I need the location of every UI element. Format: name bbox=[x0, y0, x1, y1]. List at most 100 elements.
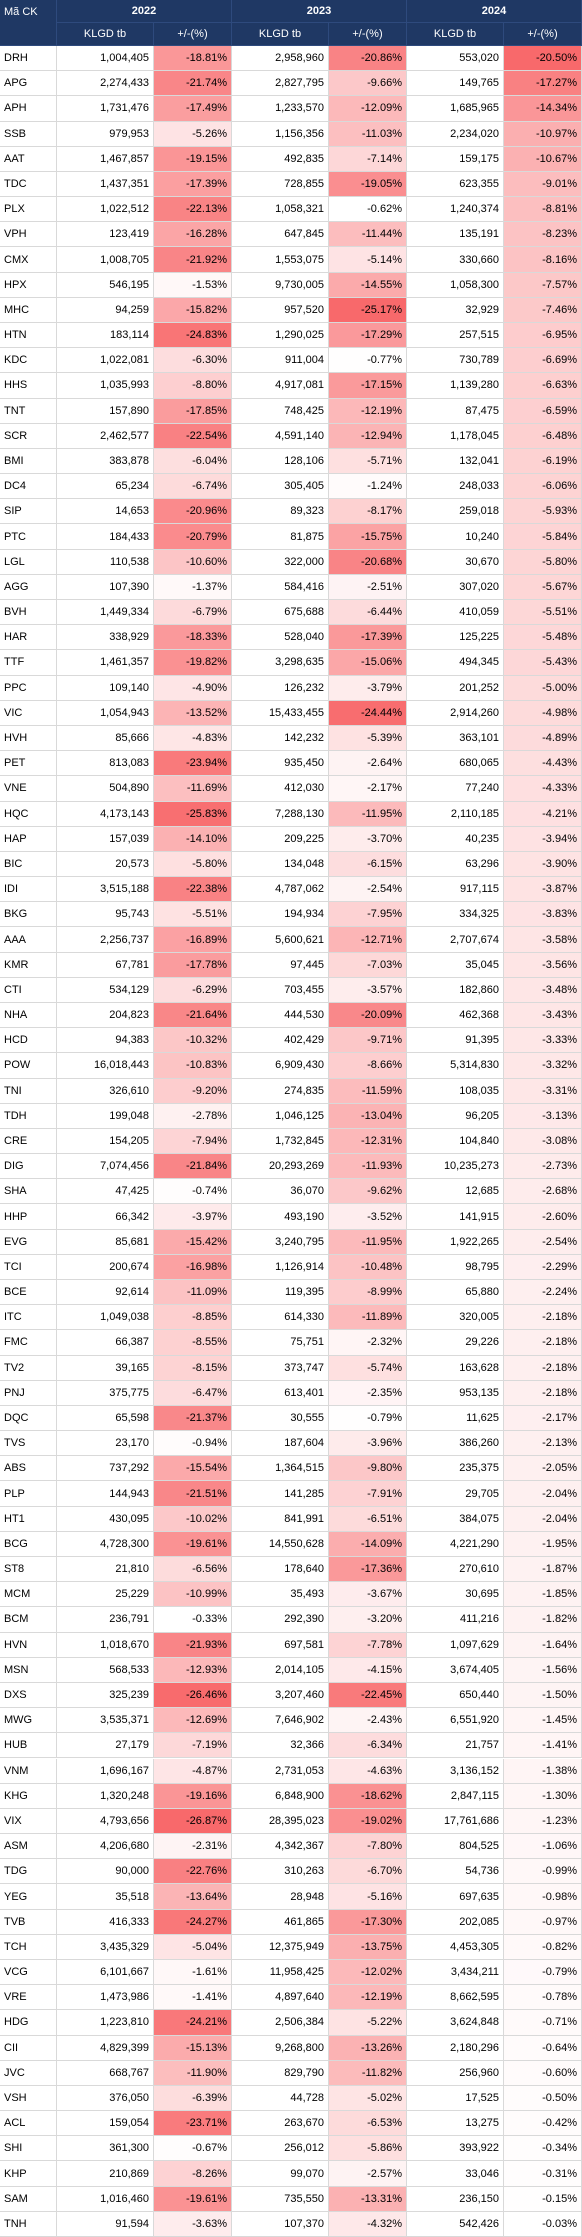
avg-volume: 14,550,628 bbox=[232, 1531, 329, 1558]
stock-code: TVB bbox=[0, 1909, 57, 1935]
avg-volume: 21,810 bbox=[57, 1557, 154, 1583]
avg-volume: 134,048 bbox=[232, 851, 329, 878]
avg-volume: 1,018,670 bbox=[57, 1632, 154, 1658]
stock-code: HT1 bbox=[0, 1506, 57, 1532]
avg-volume: 4,591,140 bbox=[232, 423, 329, 449]
change-pct: -17.30% bbox=[329, 1909, 407, 1935]
change-pct: -6.53% bbox=[329, 2111, 407, 2137]
stock-code: BMI bbox=[0, 448, 57, 475]
avg-volume: 54,736 bbox=[407, 1859, 504, 1885]
stock-code: TDG bbox=[0, 1859, 57, 1885]
avg-volume: 534,129 bbox=[57, 977, 154, 1003]
change-pct: -0.98% bbox=[504, 1884, 582, 1910]
avg-volume: 183,114 bbox=[57, 323, 154, 349]
avg-volume: 4,342,367 bbox=[232, 1834, 329, 1860]
header-year: 2024 bbox=[407, 0, 582, 23]
change-pct: -0.99% bbox=[504, 1859, 582, 1885]
change-pct: -1.82% bbox=[504, 1607, 582, 1633]
avg-volume: 201,252 bbox=[407, 675, 504, 701]
avg-volume: 979,953 bbox=[57, 121, 154, 147]
header-code: Mã CK bbox=[0, 0, 57, 46]
avg-volume: 813,083 bbox=[57, 751, 154, 777]
change-pct: -25.83% bbox=[154, 801, 232, 827]
change-pct: -2.04% bbox=[504, 1506, 582, 1532]
avg-volume: 528,040 bbox=[232, 625, 329, 651]
change-pct: -2.68% bbox=[504, 1179, 582, 1205]
stock-code: KHG bbox=[0, 1783, 57, 1809]
change-pct: -11.93% bbox=[329, 1154, 407, 1180]
stock-code: TDC bbox=[0, 171, 57, 198]
change-pct: -0.42% bbox=[504, 2111, 582, 2137]
avg-volume: 108,035 bbox=[407, 1078, 504, 1104]
avg-volume: 40,235 bbox=[407, 826, 504, 852]
header-year: 2022 bbox=[57, 0, 232, 23]
change-pct: -5.16% bbox=[329, 1884, 407, 1910]
change-pct: -1.41% bbox=[504, 1733, 582, 1759]
change-pct: -19.05% bbox=[329, 171, 407, 198]
avg-volume: 1,022,081 bbox=[57, 348, 154, 374]
change-pct: -7.14% bbox=[329, 146, 407, 172]
avg-volume: 65,234 bbox=[57, 474, 154, 500]
change-pct: -3.67% bbox=[329, 1582, 407, 1608]
change-pct: -17.15% bbox=[329, 373, 407, 399]
change-pct: -3.90% bbox=[504, 851, 582, 878]
change-pct: -6.63% bbox=[504, 373, 582, 399]
change-pct: -1.53% bbox=[154, 272, 232, 298]
change-pct: -2.57% bbox=[329, 2161, 407, 2187]
change-pct: -8.23% bbox=[504, 222, 582, 248]
change-pct: -1.30% bbox=[504, 1783, 582, 1809]
avg-volume: 4,206,680 bbox=[57, 1834, 154, 1860]
change-pct: -11.44% bbox=[329, 222, 407, 248]
avg-volume: 10,240 bbox=[407, 524, 504, 550]
stock-code: TVS bbox=[0, 1431, 57, 1457]
change-pct: -3.96% bbox=[329, 1431, 407, 1457]
header-volume: KLGD tb bbox=[232, 23, 329, 46]
avg-volume: 8,662,595 bbox=[407, 1985, 504, 2011]
change-pct: -9.01% bbox=[504, 171, 582, 198]
avg-volume: 542,426 bbox=[407, 2211, 504, 2237]
avg-volume: 123,419 bbox=[57, 222, 154, 248]
avg-volume: 361,300 bbox=[57, 2136, 154, 2162]
change-pct: -1.56% bbox=[504, 1657, 582, 1683]
avg-volume: 1,461,357 bbox=[57, 650, 154, 676]
avg-volume: 44,728 bbox=[232, 2085, 329, 2112]
avg-volume: 194,934 bbox=[232, 902, 329, 928]
change-pct: -7.78% bbox=[329, 1632, 407, 1658]
avg-volume: 29,705 bbox=[407, 1481, 504, 1507]
avg-volume: 675,688 bbox=[232, 600, 329, 626]
change-pct: -10.32% bbox=[154, 1028, 232, 1054]
change-pct: -3.87% bbox=[504, 877, 582, 903]
change-pct: -3.58% bbox=[504, 927, 582, 953]
change-pct: -6.44% bbox=[329, 600, 407, 626]
avg-volume: 1,696,167 bbox=[57, 1758, 154, 1784]
avg-volume: 2,274,433 bbox=[57, 71, 154, 97]
change-pct: -22.45% bbox=[329, 1682, 407, 1709]
change-pct: -4.83% bbox=[154, 725, 232, 752]
change-pct: -6.29% bbox=[154, 977, 232, 1003]
change-pct: -6.06% bbox=[504, 474, 582, 500]
change-pct: -5.02% bbox=[329, 2085, 407, 2112]
avg-volume: 4,793,656 bbox=[57, 1808, 154, 1835]
avg-volume: 91,594 bbox=[57, 2211, 154, 2237]
change-pct: -6.51% bbox=[329, 1506, 407, 1532]
avg-volume: 1,364,515 bbox=[232, 1456, 329, 1482]
avg-volume: 494,345 bbox=[407, 650, 504, 676]
change-pct: -9.71% bbox=[329, 1028, 407, 1054]
change-pct: -8.85% bbox=[154, 1305, 232, 1331]
change-pct: -3.48% bbox=[504, 977, 582, 1003]
avg-volume: 87,475 bbox=[407, 398, 504, 424]
avg-volume: 338,929 bbox=[57, 625, 154, 651]
avg-volume: 363,101 bbox=[407, 725, 504, 752]
change-pct: -21.74% bbox=[154, 71, 232, 97]
avg-volume: 1,097,629 bbox=[407, 1632, 504, 1658]
avg-volume: 104,840 bbox=[407, 1128, 504, 1155]
change-pct: -20.68% bbox=[329, 549, 407, 575]
change-pct: -1.24% bbox=[329, 474, 407, 500]
avg-volume: 35,045 bbox=[407, 952, 504, 978]
change-pct: -10.02% bbox=[154, 1506, 232, 1532]
avg-volume: 95,743 bbox=[57, 902, 154, 928]
stock-code: BVH bbox=[0, 600, 57, 626]
change-pct: -24.83% bbox=[154, 323, 232, 349]
change-pct: -0.74% bbox=[154, 1179, 232, 1205]
avg-volume: 4,173,143 bbox=[57, 801, 154, 827]
